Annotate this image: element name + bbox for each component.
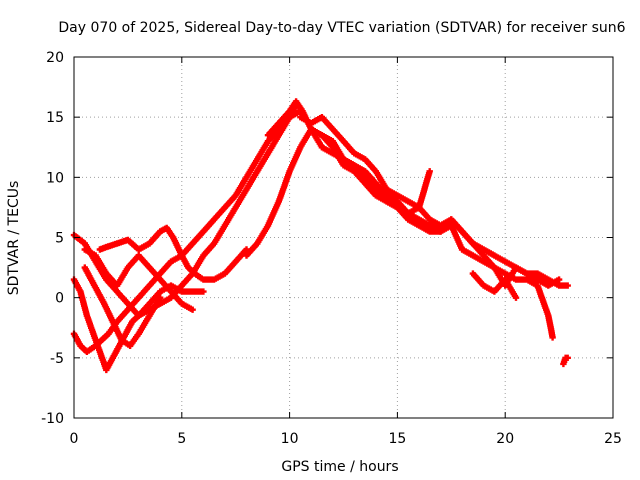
series-s13 [560,354,571,368]
x-tick-label: 0 [70,431,79,447]
x-tick-label: 10 [281,431,299,447]
y-tick-label: 0 [55,291,64,307]
series-s2 [70,276,207,374]
y-tick-label: -5 [50,351,64,367]
x-tick-label: 20 [496,431,514,447]
series-markers [81,246,196,313]
series-markers [308,126,556,341]
chart-title: Day 070 of 2025, Sidereal Day-to-day VTE… [58,20,625,36]
y-tick-label: -10 [41,411,64,427]
x-tick-label: 5 [177,431,186,447]
series-s12 [469,270,520,301]
series-s5 [81,246,196,313]
data-points [70,98,571,374]
series-markers [70,108,304,355]
y-tick-label: 20 [46,50,64,66]
series-s4 [96,224,250,283]
series-markers [81,264,164,349]
series-s6 [81,264,164,349]
series-markers [297,114,571,289]
y-tick-label: 10 [46,170,64,186]
x-axis-label: GPS time / hours [281,459,398,475]
x-tick-label: 25 [604,431,622,447]
y-tick-label: 15 [46,110,64,126]
series-markers [560,354,571,368]
series-s9 [297,114,571,289]
series-markers [96,224,250,283]
series-markers [469,270,520,301]
y-axis-label: SDTVAR / TECUs [6,181,22,296]
axis-ticks: 0 5 10 15 20 25 -10 -5 0 5 10 15 20 [41,50,622,447]
x-tick-label: 15 [388,431,406,447]
series-markers [70,276,207,374]
y-tick-label: 5 [55,231,64,247]
series-s3 [70,108,304,355]
series-s10 [308,126,556,341]
